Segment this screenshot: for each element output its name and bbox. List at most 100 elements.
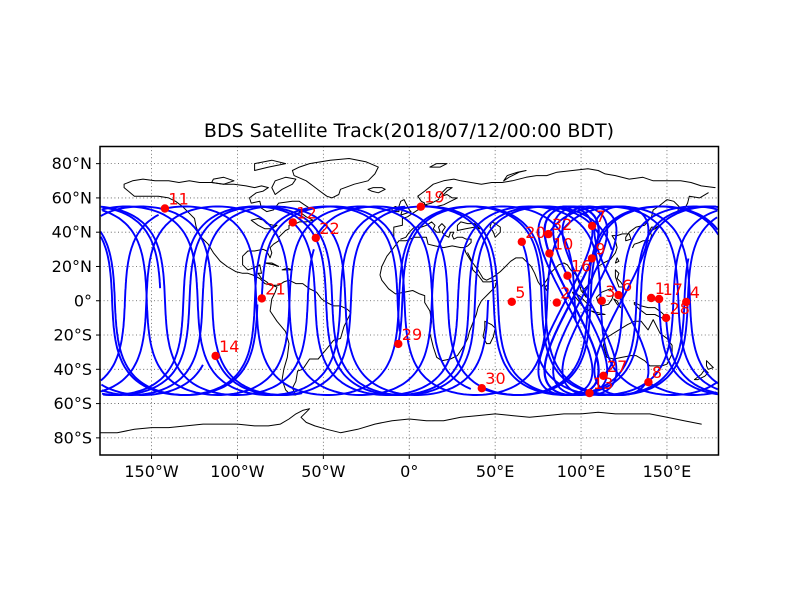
y-tick-label: 40°S <box>53 360 92 379</box>
satellite-dot-8 <box>644 378 653 387</box>
satellite-dot-17 <box>654 294 664 304</box>
satellite-dot-19 <box>416 202 425 211</box>
satellite-label-19: 19 <box>424 188 444 207</box>
satellite-label-6: 6 <box>622 276 632 295</box>
y-tick-label: 40°N <box>52 223 92 242</box>
axes-layer: 150°W 100°W 50°W 0° 50°E 100°E 150°E80°N60°N40… <box>52 145 720 481</box>
satellite-label-8: 8 <box>652 363 662 382</box>
satellite-label-12: 12 <box>296 203 316 222</box>
satellite-dot-10 <box>545 249 554 258</box>
satellite-label-2: 2 <box>560 284 570 303</box>
y-tick-label: 20°N <box>52 257 92 276</box>
x-tick-label: 0° <box>400 462 418 481</box>
x-tick-label: 50°W <box>301 462 345 481</box>
coastline <box>211 176 235 185</box>
satellite-dot-2 <box>552 298 561 307</box>
satellite-dot-3 <box>597 296 606 305</box>
meo-track-30 <box>100 205 719 396</box>
coastline <box>614 269 625 288</box>
satellite-label-1: 1 <box>655 279 665 298</box>
coastline <box>424 187 458 207</box>
plot-border <box>99 145 720 456</box>
satellite-tracks-layer <box>100 205 719 396</box>
meo-track-28 <box>101 205 718 396</box>
satellite-label-4: 4 <box>690 283 700 302</box>
coastline <box>429 163 448 168</box>
satellite-dot-28 <box>661 313 671 323</box>
y-tick-label: 80°S <box>53 428 92 447</box>
coastline <box>706 360 714 370</box>
satellite-label-32: 32 <box>552 215 572 234</box>
x-tick-label: 100°E <box>557 462 606 481</box>
igso-track-6 <box>593 205 650 396</box>
x-tick-label: 150°W <box>124 462 179 481</box>
x-tick-label: 100°W <box>210 462 265 481</box>
coastline <box>100 408 702 434</box>
coastline <box>291 158 379 199</box>
chart-title: BDS Satellite Track(2018/07/12/00:00 BDT… <box>204 120 614 142</box>
satellite-label-7: 7 <box>596 207 606 226</box>
satellite-dot-14 <box>211 351 220 361</box>
satellite-dot-6 <box>614 290 623 300</box>
satellite-label-11: 11 <box>168 190 188 209</box>
satellite-dot-27 <box>599 371 608 380</box>
satellite-label-30: 30 <box>485 369 505 388</box>
satellite-label-27: 27 <box>607 357 627 376</box>
satellite-dot-20 <box>517 237 526 246</box>
meo-track-17 <box>103 205 719 396</box>
satellite-label-22: 22 <box>319 219 339 238</box>
satellite-dot-22 <box>311 233 320 243</box>
coastline <box>489 221 501 238</box>
coastline <box>100 169 715 239</box>
coastline <box>613 298 622 309</box>
satellite-label-28: 28 <box>670 299 690 318</box>
meo-track-14 <box>102 205 719 396</box>
coastline <box>590 310 606 315</box>
coastline <box>503 170 527 182</box>
coastline <box>264 262 280 267</box>
satellite-dot-7 <box>587 221 597 231</box>
satellite-dot-13 <box>585 388 594 398</box>
satellite-label-3: 3 <box>605 282 615 301</box>
y-tick-label: 60°S <box>53 394 92 413</box>
coastline <box>614 257 620 264</box>
satellite-label-9: 9 <box>595 239 605 258</box>
igso-track-13 <box>561 205 618 396</box>
x-tick-label: 150°E <box>643 462 692 481</box>
satellite-dot-1 <box>647 293 656 303</box>
satellite-label-29: 29 <box>402 325 422 344</box>
coastline <box>271 176 297 195</box>
satellite-dot-5 <box>507 297 516 306</box>
satellite-label-13: 13 <box>593 374 613 393</box>
satellite-dot-32 <box>544 229 553 239</box>
satellite-label-21: 21 <box>265 279 285 298</box>
coastline <box>456 221 481 231</box>
satellite-dot-29 <box>394 339 403 349</box>
coastline <box>379 236 498 362</box>
satellite-label-20: 20 <box>525 223 545 242</box>
satellite-label-17: 17 <box>663 280 683 299</box>
coastline <box>367 187 386 194</box>
satellite-label-14: 14 <box>219 337 239 356</box>
satellite-dot-16 <box>563 271 572 280</box>
satellite-dot-12 <box>288 218 297 227</box>
coastline <box>693 368 709 381</box>
satellite-dot-4 <box>682 297 691 307</box>
coastline <box>482 320 496 345</box>
x-tick-label: 50°E <box>476 462 514 481</box>
satellite-label-16: 16 <box>571 257 591 276</box>
coastline <box>602 319 673 367</box>
satellite-dot-30 <box>477 384 486 393</box>
igso-track-9 <box>543 205 600 396</box>
grid-layer <box>100 146 719 455</box>
y-tick-label: 0° <box>74 291 92 310</box>
satellite-dot-11 <box>160 204 170 213</box>
satellite-dot-9 <box>587 254 597 263</box>
coastline <box>400 221 472 249</box>
y-tick-label: 80°N <box>52 154 92 173</box>
satellite-label-10: 10 <box>553 234 573 253</box>
satellite-label-5: 5 <box>515 283 525 302</box>
